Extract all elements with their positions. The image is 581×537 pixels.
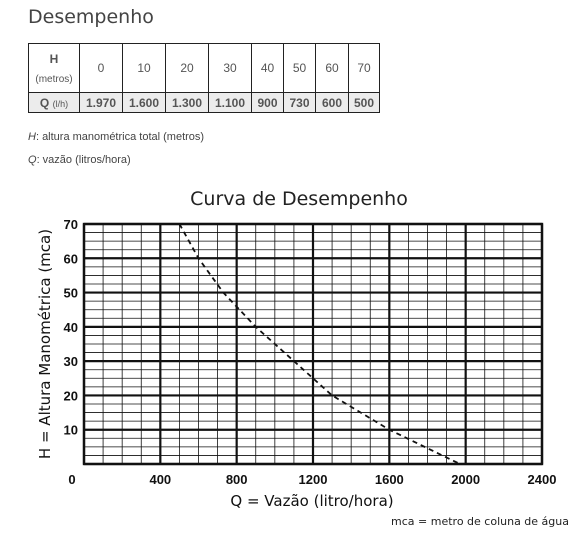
y-tick-label: 10 [64,423,78,438]
x-tick-label: 0 [68,472,75,487]
chart-title: Curva de Desempenho [190,188,408,210]
legend-h: H: altura manométrica total (metros) [28,131,204,143]
x-tick-label: 1200 [299,472,328,487]
h-cell: 20 [165,43,209,93]
x-axis-label: Q = Vazão (litro/hora) [230,492,393,510]
y-tick-label: 30 [64,354,78,369]
table-row-h: H (metros) 0 10 20 30 40 50 60 70 [28,43,380,93]
x-tick-label: 400 [149,472,171,487]
plot-frame [82,222,544,466]
chart-ticks: 0 400 800 1200 1600 2000 2400 10 20 30 40 50 60 70 [64,217,557,487]
y-axis-label: H = Altura Manométrica (mca) [36,229,54,459]
section-title: Desempenho [28,6,154,28]
y-tick-label: 50 [64,286,78,301]
performance-table: H (metros) 0 10 20 30 40 50 60 70 Q (l/h… [28,43,380,113]
h-unit: (metros) [35,73,73,85]
h-cell: 50 [283,43,316,93]
h-cell: 30 [208,43,252,93]
y-tick-label: 40 [64,320,78,335]
performance-chart: Curva de Desempenho 0 400 800 1200 1600 2000 2… [36,188,569,528]
q-cell: 1.100 [208,92,252,113]
q-cell: 600 [315,92,349,113]
h-cell: 70 [348,43,380,93]
q-header-cell: Q (l/h) [28,92,80,113]
h-cell: 60 [315,43,349,93]
q-cell: 1.600 [122,92,166,113]
h-header-cell: H (metros) [28,43,80,93]
chart-series [178,223,461,465]
table-row-q: Q (l/h) 1.970 1.600 1.300 1.100 900 730 … [28,92,380,113]
legend-q-symbol: Q [28,154,37,166]
chart-note: mca = metro de coluna de água [391,515,569,528]
y-tick-label: 60 [64,251,78,266]
legend-q: Q: vazão (litros/hora) [28,154,131,166]
chart-grid [82,222,544,466]
q-cell: 500 [348,92,380,113]
x-tick-label: 2000 [451,472,480,487]
q-cell: 900 [251,92,284,113]
x-tick-label: 800 [226,472,248,487]
series-line [178,223,461,465]
h-cell: 40 [251,43,284,93]
q-label: Q [39,95,50,110]
q-cell: 1.970 [79,92,123,113]
h-label: H [49,51,59,66]
y-tick-label: 20 [64,388,78,403]
q-unit: (l/h) [52,98,69,109]
q-cell: 1.300 [165,92,209,113]
x-tick-label: 1600 [375,472,404,487]
x-tick-label: 2400 [528,472,557,487]
legend-h-symbol: H [28,131,36,143]
y-tick-label: 70 [64,217,78,232]
legend-q-text: : vazão (litros/hora) [36,154,131,166]
legend-h-text: : altura manométrica total (metros) [35,131,205,143]
h-cell: 0 [79,43,123,93]
q-cell: 730 [283,92,316,113]
h-cell: 10 [122,43,166,93]
